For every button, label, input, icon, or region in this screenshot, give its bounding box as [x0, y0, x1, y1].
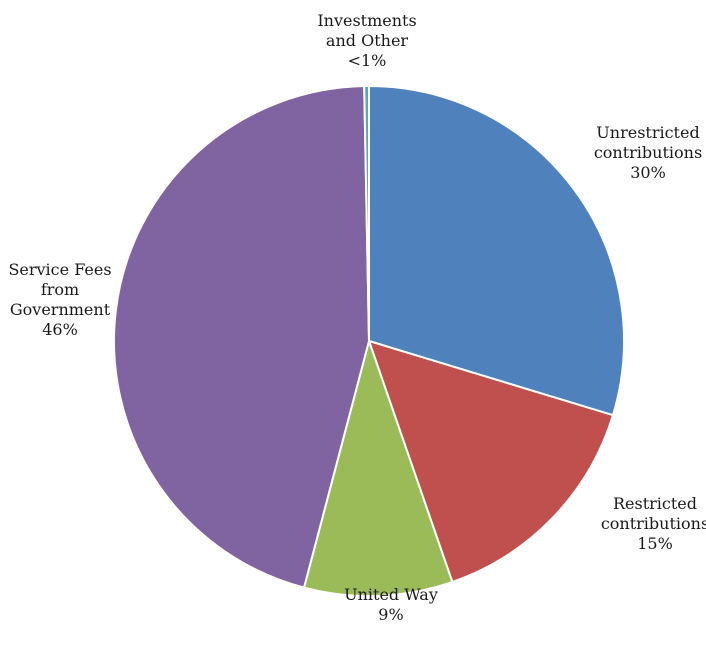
- pie-slice-2: [302, 337, 454, 597]
- slice-label-line: Investments: [317, 11, 416, 30]
- slice-percent: 46%: [42, 320, 78, 339]
- slice-label-0: Unrestricted contributions 30%: [594, 123, 702, 182]
- slice-label-line: contributions: [601, 514, 706, 533]
- slice-label-line: Restricted: [613, 494, 697, 513]
- slice-label-line: Service Fees: [8, 260, 111, 279]
- slice-label-3: Service Fees from Government 46%: [8, 260, 111, 339]
- pie-slice-1: [367, 339, 615, 584]
- slice-label-line: Government: [10, 300, 111, 319]
- pie-slice-0: [368, 84, 625, 417]
- slice-label-2: United Way 9%: [344, 585, 438, 624]
- slice-percent: 9%: [378, 605, 403, 624]
- slice-label-line: United Way: [344, 585, 438, 604]
- slice-label-line: contributions: [594, 143, 702, 162]
- pie-slices: [113, 84, 625, 597]
- slice-labels: Unrestricted contributions 30%Restricted co…: [8, 11, 706, 624]
- slice-label-line: from: [41, 280, 79, 299]
- slice-label-1: Restricted contributions 15%: [601, 494, 706, 553]
- slice-percent: <1%: [348, 51, 387, 70]
- slice-percent: 15%: [637, 534, 673, 553]
- pie-slice-4: [363, 84, 370, 342]
- slice-label-line: and Other: [326, 31, 408, 50]
- slice-label-4: Investments and Other <1%: [317, 11, 416, 70]
- slice-label-line: Unrestricted: [596, 123, 699, 142]
- pie-slice-3: [113, 85, 371, 589]
- slice-percent: 30%: [630, 163, 666, 182]
